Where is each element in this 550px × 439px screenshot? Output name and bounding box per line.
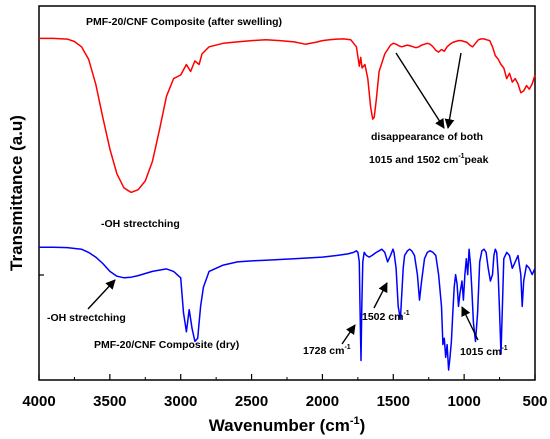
oh-stretching-top-label: -OH strectching (101, 218, 180, 230)
top-series-title: PMF-20/CNF Composite (after swelling) (86, 16, 282, 28)
arrow-1502 (373, 282, 388, 309)
x-tick-label: 2500 (235, 393, 268, 410)
series-after-swelling-line (39, 37, 536, 194)
disappearance-label-line1: disappearance of both (371, 131, 483, 143)
peak-1502-label: 1502 cm-1 (362, 310, 410, 323)
arrow-disappearance-1015 (444, 52, 462, 129)
x-axis-ticks: 4000 3500 3000 2500 2000 1500 1000 500 (22, 374, 548, 410)
peak-1728-sup: -1 (344, 344, 350, 351)
x-axis-label: Wavenumber (cm-1) (209, 415, 366, 435)
x-tick-label: 2000 (306, 393, 339, 410)
disappearance-sup: -1 (458, 153, 464, 160)
arrow-oh-bottom (87, 279, 116, 310)
peak-1728-label: 1728 cm-1 (303, 344, 351, 357)
peak-1015-sup: -1 (501, 345, 507, 352)
x-tick-label: 4000 (22, 393, 55, 410)
arrow-disappearance-1502 (395, 52, 445, 129)
disappearance-peak-word: peak (465, 154, 489, 166)
oh-stretching-bottom-label: -OH strectching (47, 312, 126, 324)
y-axis-label: Transmittance (a.u) (7, 115, 26, 271)
x-tick-label: 3500 (93, 393, 126, 410)
arrow-1728 (341, 324, 356, 345)
x-tick-label: 1000 (447, 393, 480, 410)
peak-1015-label: 1015 cm-1 (460, 345, 508, 358)
bottom-series-title: PMF-20/CNF Composite (dry) (94, 339, 239, 351)
x-tick-label: 1500 (377, 393, 410, 410)
arrow-1015 (461, 306, 479, 341)
x-tick-label: 500 (522, 393, 547, 410)
x-tick-label: 3000 (164, 393, 197, 410)
x-axis-label-sup: -1 (350, 415, 360, 427)
series-group (39, 37, 536, 371)
disappearance-label-line2: 1015 and 1502 cm-1peak (369, 153, 489, 166)
x-axis-label-end: ) (360, 416, 366, 435)
peak-1502-sup: -1 (403, 310, 409, 317)
series-dry-line (39, 246, 536, 371)
